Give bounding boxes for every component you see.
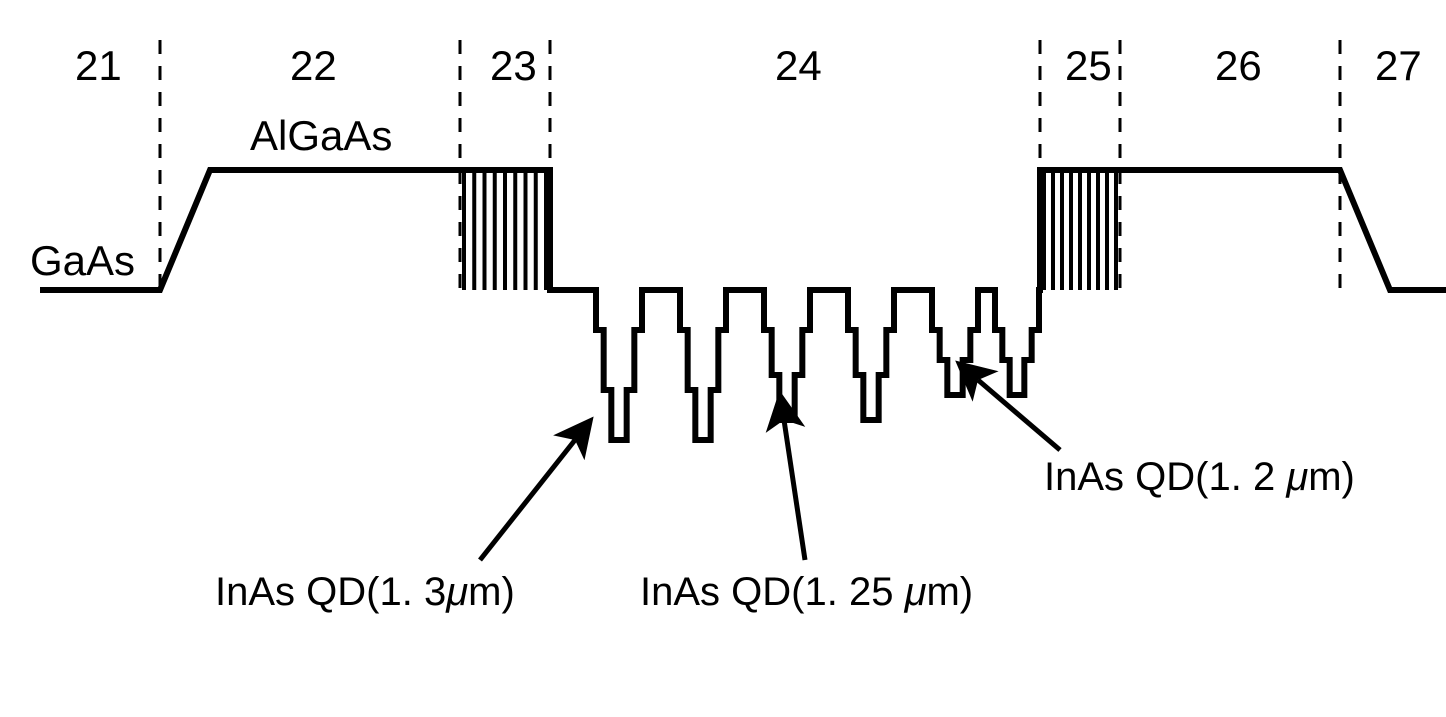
callout-arrow xyxy=(978,380,1060,450)
callout-arrow xyxy=(480,440,575,560)
region-label: 26 xyxy=(1215,42,1262,89)
region-label: 24 xyxy=(775,42,822,89)
callout-label: InAs QD(1. 25 μm) xyxy=(640,570,973,614)
band-edge-profile xyxy=(40,170,1446,440)
callout-label: InAs QD(1. 3μm) xyxy=(215,570,515,614)
region-label: 21 xyxy=(75,42,122,89)
callout-arrow xyxy=(784,420,805,560)
region-label: 27 xyxy=(1375,42,1422,89)
gaas-label: GaAs xyxy=(30,237,135,284)
region-label: 22 xyxy=(290,42,337,89)
algaas-label: AlGaAs xyxy=(250,112,392,159)
region-label: 25 xyxy=(1065,42,1112,89)
band-diagram: 21 22 23 24 25 26 27 GaAs AlGaAs InAs QD(1. 2 μm)… xyxy=(20,20,1446,697)
region-label: 23 xyxy=(490,42,537,89)
callout-label: InAs QD(1. 2 μm) xyxy=(1044,455,1355,499)
